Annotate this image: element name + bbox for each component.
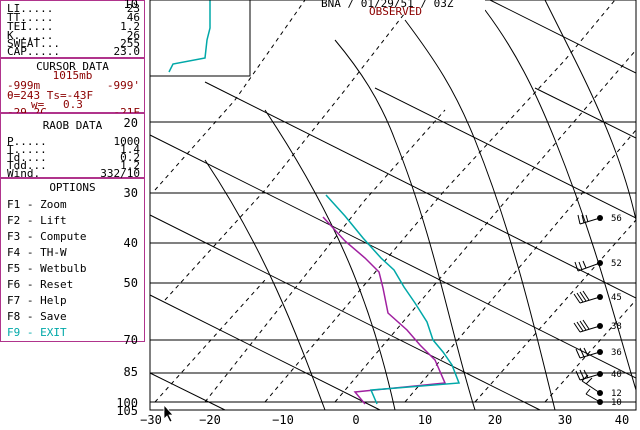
temperature-profile <box>322 216 447 405</box>
cursor-temperature: -29.2C-21F <box>7 107 140 118</box>
pressure-label-70: 70 <box>123 333 138 347</box>
option-exit[interactable]: F9 - EXIT <box>7 326 67 339</box>
cursor-theta: θ=243 Ts=-43F <box>7 89 94 102</box>
raob-data-title: RAOB DATA <box>42 119 103 132</box>
options-title: OPTIONS <box>49 181 96 194</box>
cursor-height: -999m -999' <box>7 79 140 92</box>
option-save[interactable]: F8 - Save <box>7 310 67 323</box>
wind-barb <box>577 214 603 225</box>
wind-barb <box>574 260 603 272</box>
pressure-label-10: 10 <box>123 0 138 11</box>
pressure-label-20: 20 <box>123 116 138 130</box>
isobar-lines <box>150 121 636 403</box>
temp-label-30: 30 <box>557 413 573 427</box>
pressure-label-105: 105 <box>116 404 138 418</box>
wind-label: 12 <box>611 389 622 399</box>
option-reset[interactable]: F6 - Reset <box>7 278 74 291</box>
temp-label-10: 10 <box>417 413 433 427</box>
pressure-label-85: 85 <box>123 365 138 379</box>
index-row: K...... 26 <box>7 29 140 42</box>
moist-adiabat-lines <box>204 0 637 411</box>
temp-label-m30: −30 <box>140 413 162 427</box>
raob-row: Td.... 0.2 <box>7 151 140 164</box>
option-lift[interactable]: F2 - Lift <box>7 214 67 227</box>
raob-row: P..... 1000 <box>7 135 140 148</box>
wind-barb <box>573 290 603 304</box>
pressure-label-100: 100 <box>116 396 138 410</box>
option-wetbulb[interactable]: F5 - Wetbulb <box>7 262 87 275</box>
cursor-data-title: CURSOR DATA <box>36 60 109 73</box>
cursor-pressure: 1015mb <box>52 69 93 82</box>
wind-barb <box>575 369 603 381</box>
raob-row: T..... 1.4 <box>7 143 140 156</box>
pressure-label-50: 50 <box>123 276 138 290</box>
skew-t-chart[interactable]: 56 52 45 38 36 40 12 10 BNA / 01/29/51 /… <box>145 0 640 430</box>
wind-label: 56 <box>611 214 622 224</box>
cursor-mixing-ratio: w= 0.3 <box>31 98 83 111</box>
station-header: BNA / 01/29/51 / 03Z <box>321 0 454 10</box>
index-row: SWEAT... 255 <box>7 37 140 50</box>
inset-box <box>149 0 251 77</box>
temp-label-20: 20 <box>487 413 503 427</box>
pressure-label-30: 30 <box>123 186 138 200</box>
wind-label: 45 <box>611 293 622 303</box>
wind-label: 38 <box>611 322 622 332</box>
mouse-pointer-icon <box>163 403 174 423</box>
temp-label-m20: −20 <box>199 413 221 427</box>
wind-barb <box>585 388 603 405</box>
pressure-label-40: 40 <box>123 236 138 250</box>
dry-adiabat-lines <box>154 0 637 403</box>
mode-header: OBSERVED <box>369 5 422 18</box>
indices-panel: LI..... 23 TT..... 46 TEI.... 1.2 K...... 26… <box>0 0 145 58</box>
wind-label: 40 <box>611 370 622 380</box>
wind-barb <box>581 374 603 396</box>
wind-barbs <box>573 214 603 405</box>
raob-row: Wind. 332/10 <box>7 167 140 180</box>
raob-data-panel: RAOB DATA P..... 1000 T..... 1.4 Td.... 0.2… <box>0 113 145 180</box>
index-row: LI..... 23 <box>7 2 140 15</box>
header-backdrop <box>325 0 485 14</box>
wind-label: 36 <box>611 348 622 358</box>
dewpoint-profile <box>325 194 461 405</box>
temp-label-m10: −10 <box>272 413 294 427</box>
option-compute[interactable]: F3 - Compute <box>7 230 87 243</box>
options-panel: OPTIONS F1 - Zoom F2 - Lift F3 - Compute… <box>0 178 145 342</box>
temp-label-0: 0 <box>352 413 360 427</box>
chart-border <box>149 0 637 411</box>
index-row: CAP..... 23.0 <box>7 45 140 58</box>
option-help[interactable]: F7 - Help <box>7 294 67 307</box>
cursor-data-panel: CURSOR DATA 1015mb -999m -999' θ=243 Ts=-… <box>0 58 145 118</box>
temp-label-40: 40 <box>614 413 630 427</box>
raob-row: Tdd... 1.2 <box>7 159 140 172</box>
wind-label: 10 <box>611 398 622 408</box>
index-row: TT..... 46 <box>7 11 140 24</box>
index-row: TEI.... 1.2 <box>7 20 140 33</box>
option-zoom[interactable]: F1 - Zoom <box>7 198 67 211</box>
wind-label: 52 <box>611 259 622 269</box>
option-th-w[interactable]: F4 - TH-W <box>7 246 67 259</box>
wind-barb <box>575 347 603 359</box>
wind-barb <box>573 319 603 333</box>
